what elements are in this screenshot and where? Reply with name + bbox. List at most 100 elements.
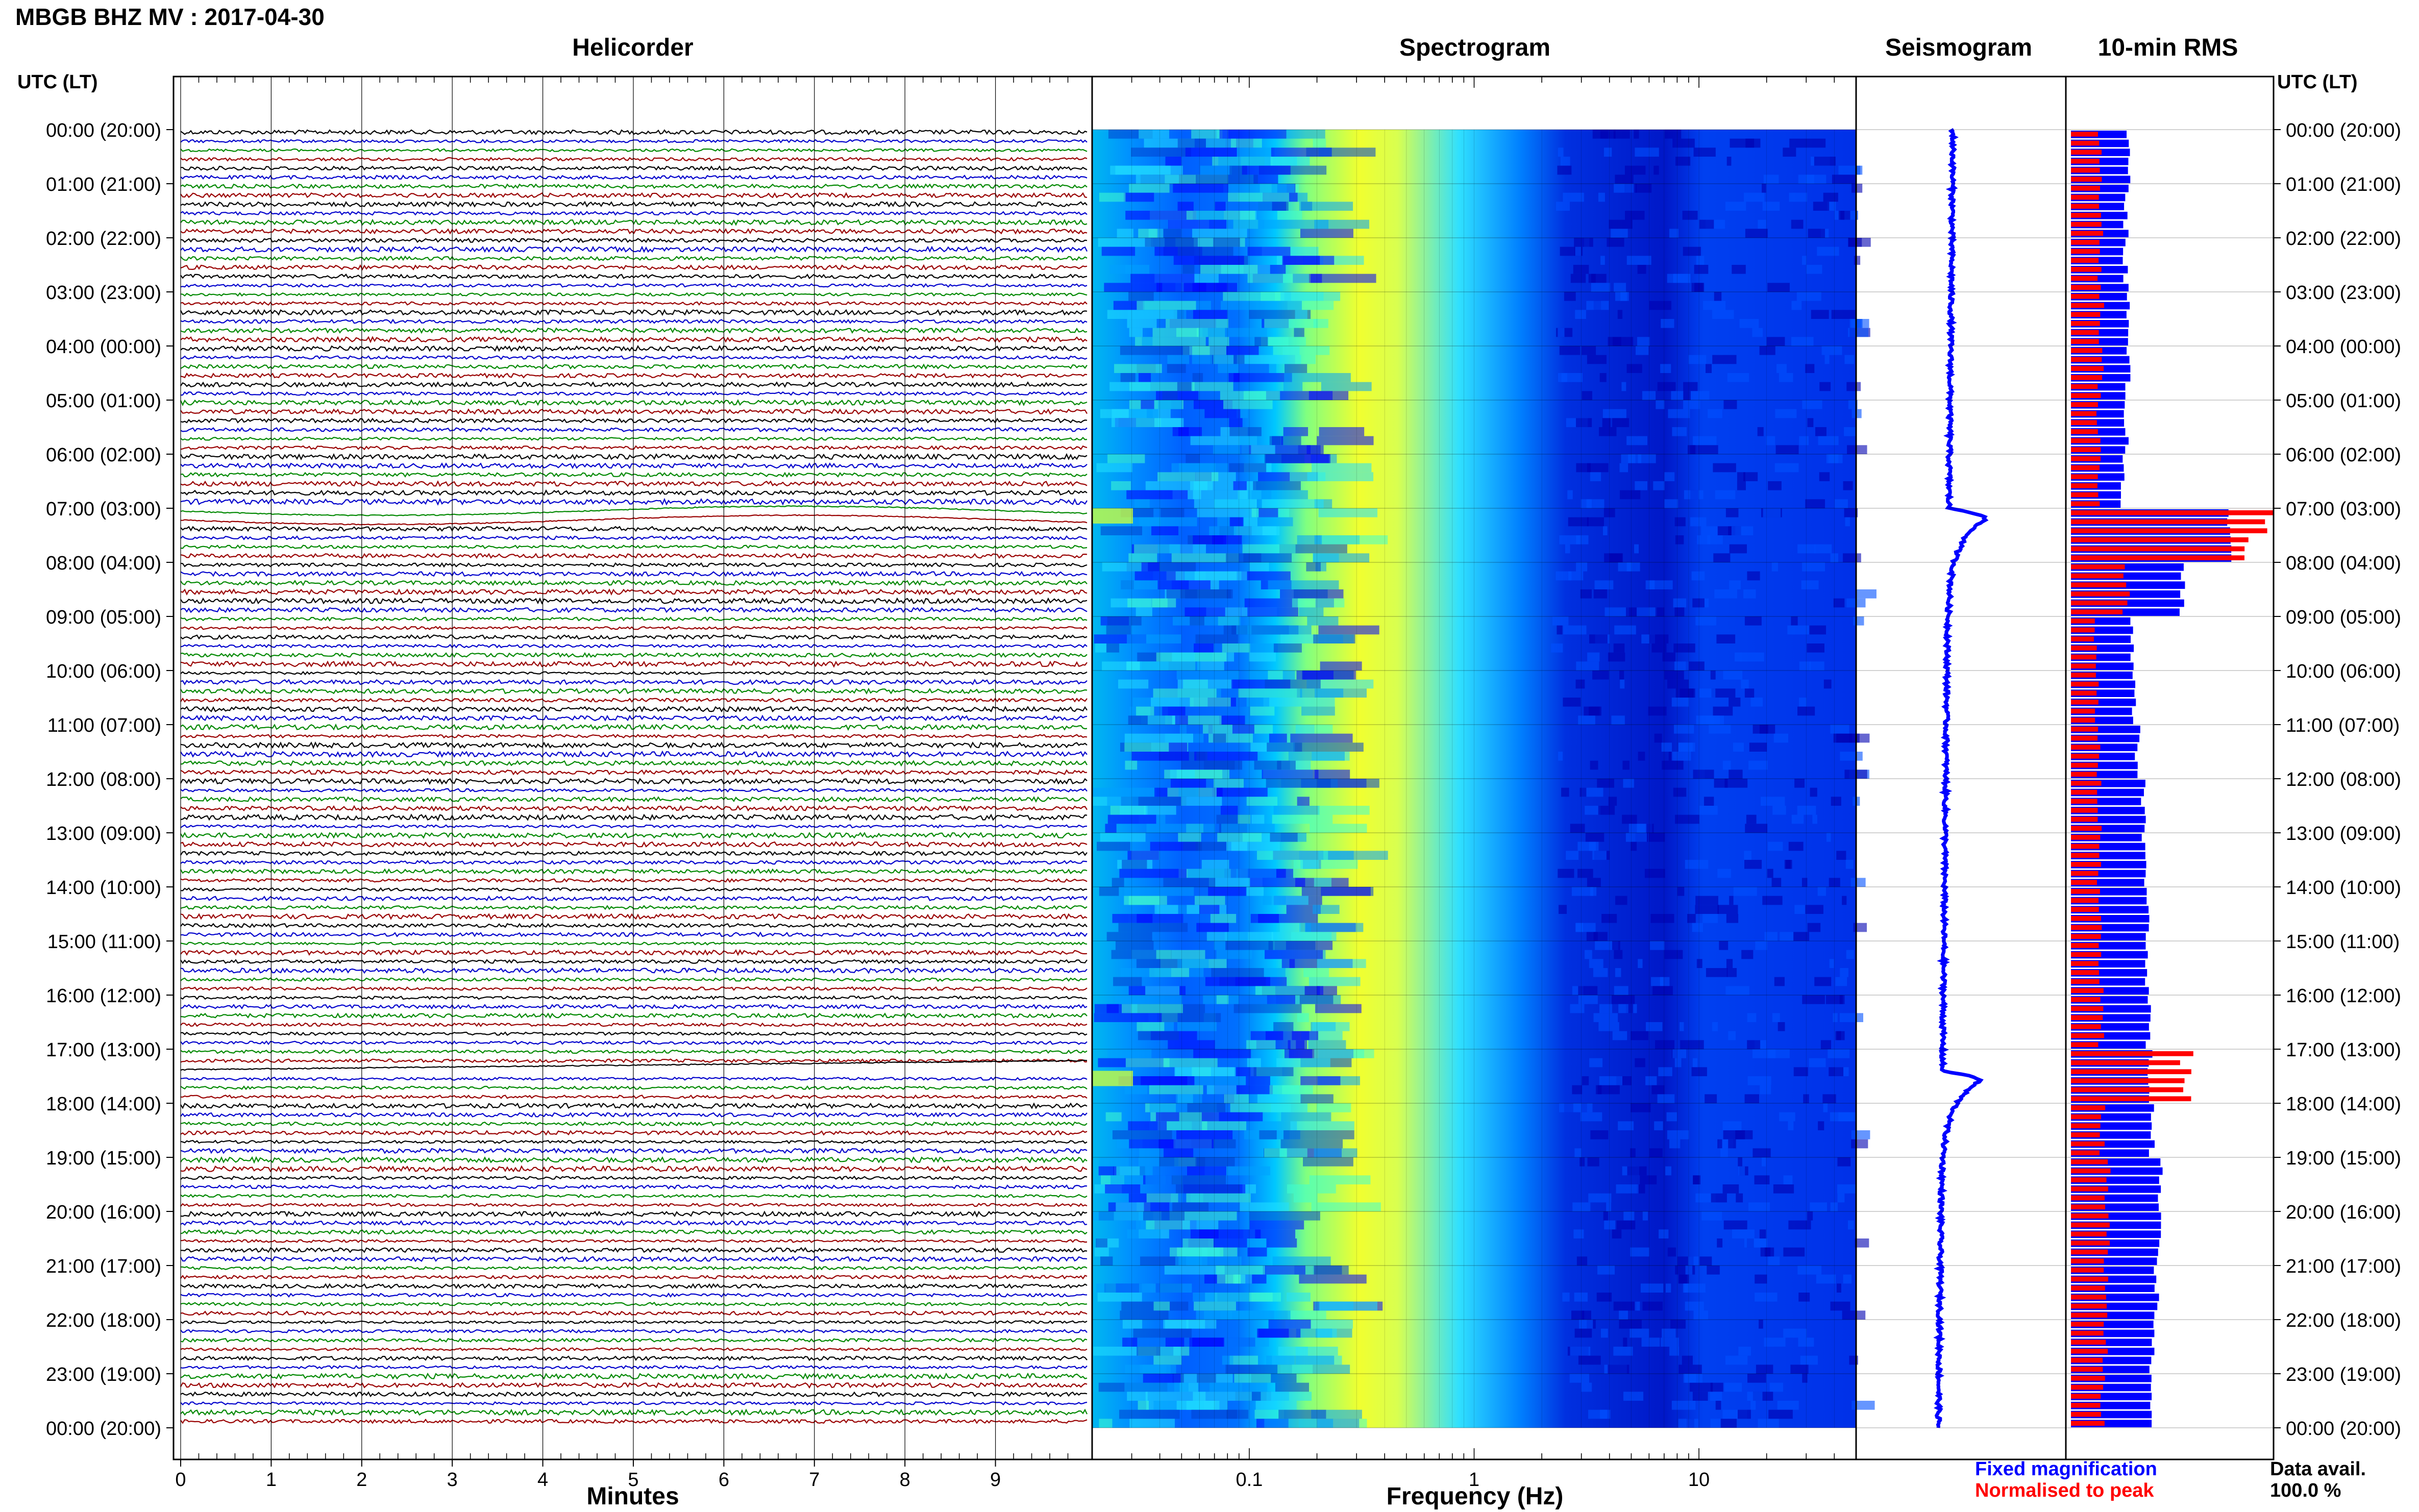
- spectrogram-cell: [1574, 1328, 1592, 1338]
- spectrogram-cell: [1196, 211, 1224, 220]
- spectrogram-cell: [1106, 625, 1131, 635]
- rms-bar-normalised: [2071, 952, 2102, 957]
- spectrogram-cell: [1619, 1320, 1642, 1329]
- spectrogram-cell: [1707, 535, 1723, 544]
- spectrogram-cell: [1133, 1328, 1192, 1338]
- spectrogram-cell: [1129, 1419, 1175, 1428]
- spectrogram-cell: [1830, 1301, 1850, 1311]
- spectrogram-cell: [1106, 643, 1120, 653]
- spectrogram-cell: [1199, 905, 1220, 914]
- rms-bar-normalised: [2071, 880, 2097, 885]
- spectrogram-cell: [1836, 733, 1860, 743]
- spectrogram-cell: [1759, 1229, 1766, 1238]
- time-label-left: 22:00 (18:00): [46, 1310, 161, 1331]
- spectrogram-cell: [1232, 725, 1254, 734]
- spectrogram-cell: [1552, 616, 1569, 626]
- rms-bar-normalised: [2071, 1312, 2108, 1318]
- spectrogram-cell: [1732, 265, 1746, 274]
- rms-bar-normalised: [2071, 1349, 2108, 1354]
- spectrogram-cell: [1680, 1022, 1684, 1031]
- spectrogram-cell: [1749, 742, 1767, 752]
- spectrogram-cell: [1236, 869, 1276, 878]
- spectrogram-cell: [1112, 1130, 1172, 1139]
- helicorder-trace: [180, 679, 1088, 685]
- spectrogram-cell: [1613, 1301, 1637, 1311]
- spectrogram-cell: [1220, 806, 1238, 815]
- helicorder-trace: [180, 480, 1088, 487]
- rms-bar-normalised: [2071, 204, 2100, 209]
- time-label-right: 10:00 (06:00): [2286, 661, 2401, 682]
- helicorder-trace: [180, 1004, 1088, 1010]
- spectrogram-cell: [1638, 752, 1645, 761]
- spectrogram-cell: [1193, 400, 1233, 409]
- spectrogram-cell: [1606, 1202, 1612, 1211]
- spectrogram-cell: [1725, 1355, 1748, 1365]
- rms-bar-normalised: [2071, 303, 2104, 308]
- spectrogram-cell: [1161, 508, 1184, 517]
- spectrogram-cell: [1193, 535, 1226, 544]
- spectrogram-cell: [1660, 364, 1671, 373]
- rms-bar-normalised: [2071, 492, 2099, 498]
- spectrogram-cell: [1635, 147, 1659, 157]
- spectrogram-cell: [1171, 1175, 1226, 1184]
- helicorder-trace: [180, 1112, 1088, 1118]
- spectrogram-cell: [1216, 950, 1252, 959]
- helicorder-trace: [180, 723, 1088, 731]
- spectrogram-cell: [1846, 382, 1861, 391]
- spectrogram-cell: [1127, 1229, 1161, 1238]
- spectrogram-cell: [1280, 292, 1341, 301]
- spectrogram-cell: [1603, 147, 1612, 157]
- rms-bar-normalised: [2071, 835, 2101, 840]
- helicorder-trace: [180, 245, 1088, 253]
- helicorder-trace: [180, 1310, 1088, 1316]
- spectrogram-cell: [1234, 1374, 1271, 1383]
- spectrogram-cell: [1224, 1094, 1249, 1103]
- rms-bar-normalised: [2071, 150, 2102, 155]
- spectrogram-cell: [1569, 1374, 1590, 1383]
- spectrogram-cell: [1255, 986, 1305, 995]
- spectrogram-cell: [1157, 472, 1219, 481]
- spectrogram-cell: [1645, 824, 1654, 833]
- spectrogram-cell: [1650, 941, 1665, 950]
- spectrogram-cell: [1131, 752, 1189, 761]
- time-label-right: 16:00 (12:00): [2286, 985, 2401, 1007]
- spectrogram-cell: [1604, 553, 1623, 562]
- helicorder-trace: [180, 381, 1088, 388]
- spectrogram-cell: [1579, 1157, 1585, 1167]
- helicorder-trace: [180, 616, 1088, 622]
- spectrogram-cell: [1165, 1320, 1189, 1329]
- spectrogram-cell: [1744, 688, 1755, 698]
- spectrogram-cell: [1774, 463, 1799, 473]
- spectrogram-cell: [1709, 725, 1731, 734]
- spectrogram-cell: [1657, 607, 1665, 616]
- spectrogram-cell: [1585, 806, 1600, 815]
- minute-tick-label: 2: [356, 1469, 367, 1491]
- helicorder-trace: [180, 913, 1088, 920]
- rms-bar-normalised: [2071, 393, 2101, 398]
- rms-bar-normalised: [2071, 600, 2128, 606]
- time-label-right: 05:00 (01:00): [2286, 390, 2401, 412]
- spectrogram-cell: [1260, 1121, 1297, 1130]
- data-availability-value: 100.0 %: [2270, 1480, 2341, 1501]
- spectrogram-cell: [1692, 1392, 1708, 1401]
- spectrogram-cell: [1168, 219, 1227, 229]
- spectrogram-cell: [1720, 1419, 1737, 1428]
- spectrogram-cell: [1836, 851, 1846, 860]
- spectrogram-cell: [1855, 1238, 1869, 1248]
- spectrogram-cell: [1194, 499, 1257, 508]
- rms-bar-normalised: [2071, 402, 2099, 407]
- helicorder-trace: [180, 1401, 1088, 1406]
- rms-bar-normalised: [2071, 618, 2095, 624]
- spectrogram-cell: [1713, 553, 1731, 562]
- spectrogram-cell: [1247, 625, 1312, 635]
- spectrogram-cell: [1222, 643, 1250, 653]
- helicorder-trace: [180, 769, 1088, 776]
- rms-bar-normalised: [2071, 1015, 2103, 1020]
- rms-bar-normalised: [2071, 762, 2098, 768]
- spectrogram-cell: [1672, 1049, 1687, 1058]
- spectrogram-cell: [1829, 878, 1840, 887]
- spectrogram-cell: [1314, 878, 1331, 887]
- spectrogram-cell: [1125, 211, 1197, 220]
- spectrogram-cell: [1614, 950, 1623, 959]
- rms-bar-normalised: [2071, 411, 2096, 416]
